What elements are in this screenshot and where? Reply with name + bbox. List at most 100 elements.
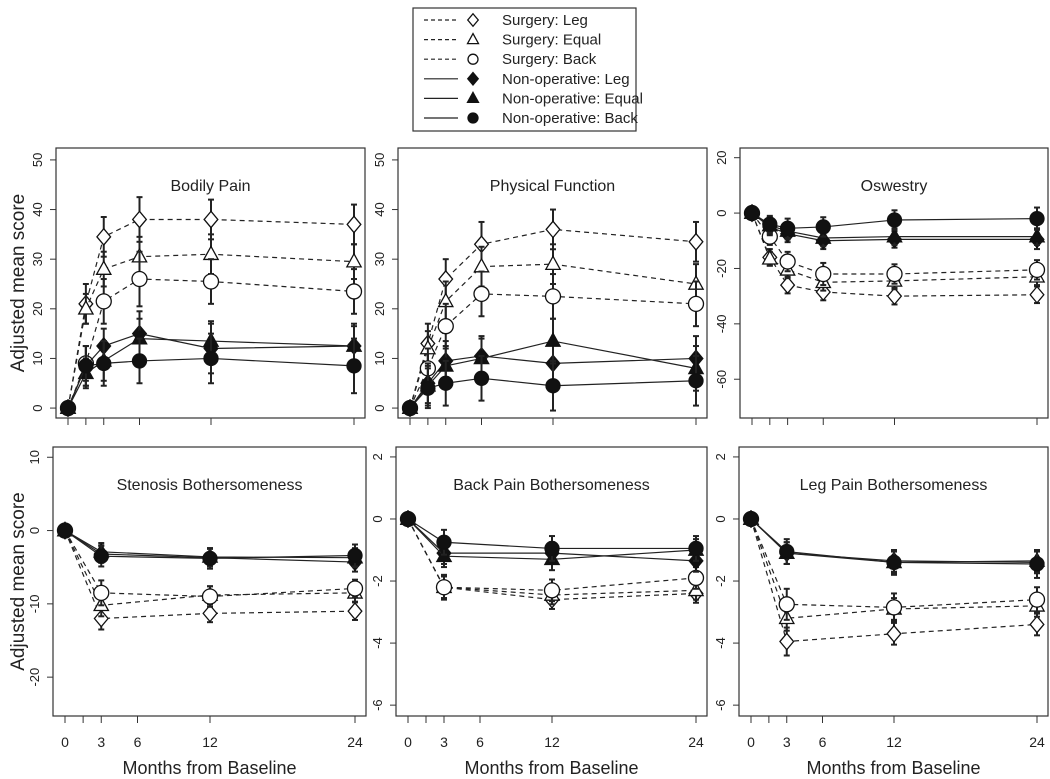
- y-tick-label: 0: [30, 404, 45, 411]
- panel-back-pain-bothersomeness: Back Pain Bothersomeness -6 -4 -2 0 2 0 3 6 12 24 M…: [370, 446, 708, 778]
- data-point: [473, 285, 490, 303]
- y-tick-label: -2: [713, 575, 728, 587]
- panel-title: Bodily Pain: [170, 178, 250, 195]
- data-point: [779, 253, 796, 270]
- legend-label: Non-operative: Leg: [502, 71, 630, 88]
- data-point: [544, 540, 560, 557]
- data-point: [400, 511, 416, 527]
- data-point: [201, 588, 219, 605]
- data-point: [131, 353, 148, 369]
- series-line: [64, 530, 356, 606]
- data-point: [886, 227, 903, 243]
- data-point: [95, 293, 112, 310]
- x-tick-label: 0: [747, 734, 755, 750]
- x-tick-label: 0: [61, 734, 69, 750]
- data-point: [131, 210, 148, 229]
- data-point: [96, 355, 112, 372]
- data-point: [815, 219, 831, 235]
- y-tick-label: -4: [370, 637, 385, 649]
- data-point: [886, 554, 902, 571]
- y-tick-label: 50: [372, 153, 387, 167]
- data-point: [473, 257, 490, 273]
- y-tick-label: -10: [27, 594, 42, 613]
- legend-entry: Non-operative: Leg: [424, 71, 630, 88]
- series-line: [407, 518, 697, 591]
- x-tick-label: 3: [783, 734, 791, 750]
- data-point: [544, 331, 562, 347]
- y-tick-label: 0: [370, 515, 385, 522]
- y-tick-label: -40: [714, 314, 729, 333]
- series-non-operative-back: [400, 511, 704, 562]
- data-point: [688, 373, 704, 389]
- data-point: [203, 210, 219, 229]
- y-tick-label: 0: [372, 404, 387, 411]
- data-point: [93, 584, 110, 602]
- data-point: [202, 273, 220, 290]
- panel-title: Oswestry: [861, 178, 928, 195]
- data-point: [886, 287, 903, 306]
- legend-entry: Surgery: Back: [424, 51, 597, 68]
- panel-title: Physical Function: [490, 178, 615, 195]
- data-point: [347, 547, 363, 564]
- y-tick-label: 30: [372, 252, 387, 266]
- data-point: [779, 543, 795, 560]
- data-point: [60, 400, 76, 416]
- y-tick-label: 0: [27, 527, 42, 534]
- data-point: [687, 295, 705, 312]
- data-point: [815, 265, 832, 283]
- series-line: [409, 263, 697, 409]
- y-tick-label: -2: [370, 575, 385, 587]
- series-line: [750, 518, 1038, 609]
- data-point: [886, 265, 903, 283]
- series-non-operative-back: [402, 354, 704, 416]
- y-tick-label: 10: [30, 351, 45, 365]
- legend-label: Surgery: Equal: [502, 32, 601, 49]
- data-point: [1029, 615, 1045, 634]
- data-point: [545, 378, 561, 394]
- data-point: [743, 511, 759, 527]
- panel-stenosis-bothersomeness: Stenosis Bothersomeness -20 -10 0 10 0 3 6 12 24 M…: [8, 446, 367, 778]
- x-tick-label: 12: [886, 734, 902, 750]
- data-point: [545, 220, 561, 239]
- y-tick-label: 10: [372, 351, 387, 365]
- series-non-operative-back: [743, 511, 1045, 579]
- data-point: [1028, 227, 1046, 243]
- data-point: [688, 540, 704, 557]
- x-tick-label: 3: [97, 734, 105, 750]
- y-axis-label: Adjusted mean score: [8, 492, 29, 671]
- data-point: [57, 522, 73, 539]
- data-point: [95, 259, 112, 275]
- x-tick-label: 24: [1029, 734, 1045, 750]
- data-point: [131, 270, 148, 288]
- x-tick-label: 24: [347, 734, 363, 750]
- y-tick-label: -4: [713, 637, 728, 649]
- data-point: [346, 580, 364, 597]
- data-point: [78, 358, 94, 374]
- panel-leg-pain-bothersomeness: Leg Pain Bothersomeness -6 -4 -2 0 2 0 3 6 12 24 Mo…: [713, 446, 1049, 778]
- y-tick-label: -20: [714, 259, 729, 278]
- panel-oswestry: Oswestry -60 -40 -20 0 20: [714, 147, 1049, 425]
- data-point: [203, 350, 219, 367]
- panel-bodily-pain: Bodily Pain 0 10 20 30 40 50 Adjusted mean scor…: [8, 147, 366, 425]
- data-point: [885, 599, 903, 616]
- legend-label: Surgery: Back: [502, 51, 597, 68]
- data-point: [1029, 556, 1045, 572]
- data-point: [543, 582, 561, 599]
- data-point: [346, 358, 362, 374]
- x-tick-label: 0: [404, 734, 412, 750]
- data-point: [473, 370, 490, 386]
- panel-title: Stenosis Bothersomeness: [117, 477, 303, 494]
- data-point: [779, 220, 796, 236]
- data-point: [1028, 261, 1046, 278]
- data-point: [346, 215, 362, 234]
- data-point: [779, 632, 795, 651]
- series-line: [750, 518, 1038, 643]
- legend-entry: Surgery: Leg: [424, 12, 588, 29]
- series-non-operative-back: [60, 332, 362, 416]
- legend-frame: [412, 7, 637, 132]
- y-tick-label: -6: [370, 699, 385, 711]
- series-line: [750, 518, 1038, 565]
- series-line: [64, 530, 356, 598]
- data-point: [420, 380, 436, 396]
- legend-symbol-circle: [467, 53, 479, 65]
